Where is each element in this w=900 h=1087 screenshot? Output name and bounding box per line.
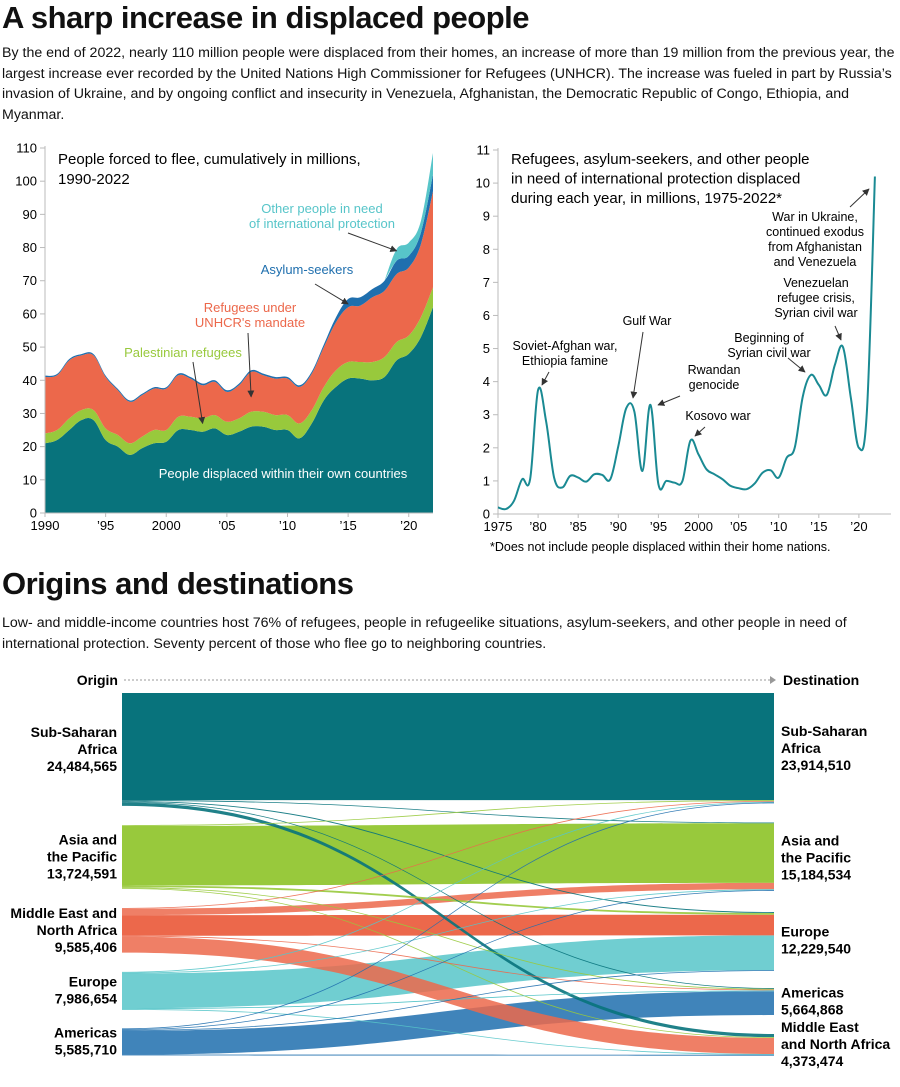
y-tick-label: 30	[23, 406, 37, 421]
y-tick-label: 90	[23, 207, 37, 222]
annotation-label: People displaced within their own countr…	[159, 466, 408, 481]
x-tick-label: ’15	[339, 518, 356, 533]
annotation-arrow	[347, 232, 398, 252]
y-tick-label: 80	[23, 240, 37, 255]
y-tick-label: 70	[23, 273, 37, 288]
y-tick-label: 20	[23, 439, 37, 454]
section-intro-origins: Low- and middle-income countries host 76…	[2, 615, 847, 652]
y-tick-label: 100	[15, 174, 37, 189]
chart-title: 1990-2022	[58, 171, 130, 188]
page-title: A sharp increase in displaced people	[2, 0, 529, 35]
annotation-arrow	[247, 332, 255, 398]
chart-title: People forced to flee, cumulatively in m…	[58, 151, 361, 168]
x-tick-label: ’20	[400, 518, 417, 533]
x-tick-label: ’10	[279, 518, 296, 533]
annotation-arrow	[192, 361, 206, 425]
y-tick-label: 110	[16, 141, 37, 156]
area-teal	[45, 307, 433, 513]
annotation-label: Refugees under	[204, 300, 297, 315]
y-tick-label: 40	[23, 373, 37, 388]
area-orange	[45, 191, 433, 444]
annotation-label: UNHCR's mandate	[195, 315, 305, 330]
x-tick-label: ’95	[97, 518, 114, 533]
annotation-arrow	[314, 283, 349, 305]
area-green	[45, 287, 433, 455]
x-tick-label: 2000	[152, 518, 181, 533]
y-tick-label: 50	[23, 340, 37, 355]
y-tick-label: 0	[30, 506, 37, 521]
annotation-label: of international protection	[249, 216, 395, 231]
y-tick-label: 10	[23, 472, 37, 487]
annotation-label: Other people in need	[261, 201, 382, 216]
area-cyan	[384, 153, 433, 281]
annotation-label: Palestinian refugees	[124, 345, 242, 360]
x-tick-label: ’05	[218, 518, 235, 533]
intro-paragraph: By the end of 2022, nearly 110 million p…	[2, 45, 895, 123]
x-tick-label: 1990	[31, 518, 60, 533]
annotation-label: Asylum-seekers	[261, 262, 354, 277]
y-tick-label: 60	[23, 306, 37, 321]
section-title-origins: Origins and destinations	[2, 566, 354, 601]
